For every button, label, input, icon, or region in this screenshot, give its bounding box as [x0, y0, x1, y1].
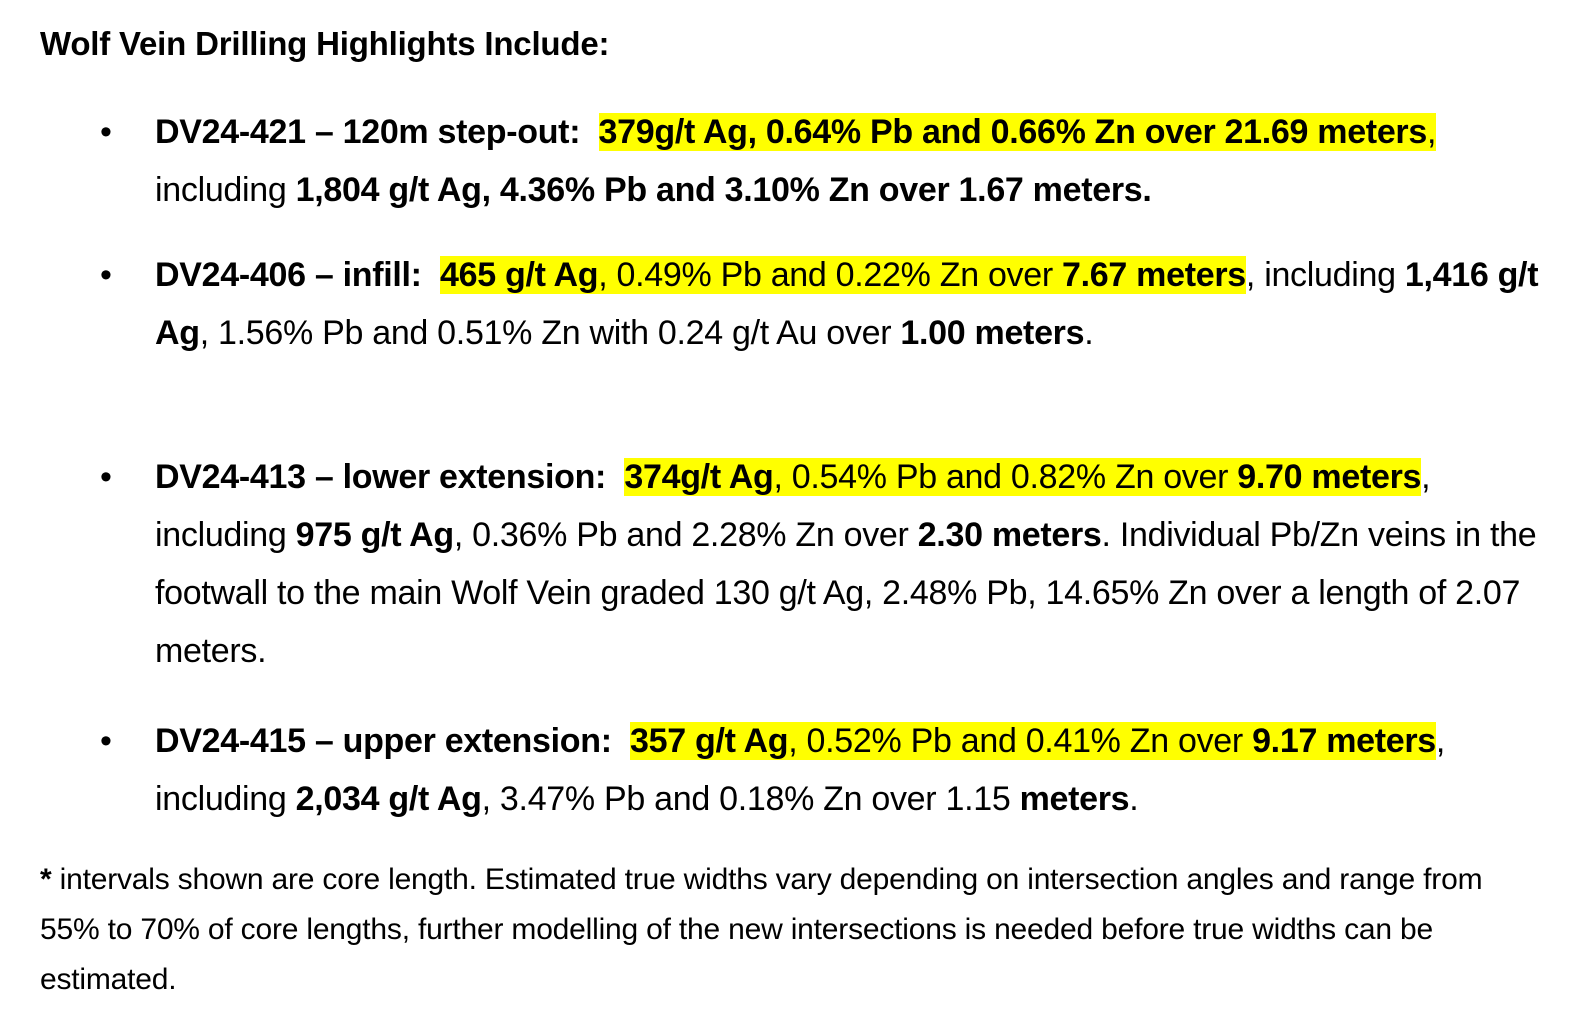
- bullet-icon: •: [100, 722, 112, 760]
- item-end: .: [1129, 780, 1139, 818]
- including-text: including: [155, 780, 296, 818]
- including-length: 1.00 meters: [900, 314, 1085, 352]
- including-grade: 2,034 g/t Ag: [295, 780, 482, 818]
- including-length: 2.30 meters: [917, 516, 1102, 554]
- highlighted-length: 7.67 meters: [1062, 256, 1246, 294]
- including-details: , 0.36% Pb and 2.28% Zn over: [453, 516, 918, 554]
- section-heading: Wolf Vein Drilling Highlights Include:: [40, 25, 610, 62]
- highlight-item-dv24-415: • DV24-415 – upper extension: 357 g/t Ag…: [100, 712, 1550, 828]
- bullet-icon: •: [100, 113, 112, 151]
- including-text: including: [1255, 256, 1405, 294]
- highlight-item-dv24-421: • DV24-421 – 120m step-out: 379g/t Ag, 0…: [100, 103, 1550, 219]
- highlight-comma: ,: [1426, 113, 1437, 151]
- after-highlight: ,: [1245, 256, 1256, 294]
- footnote: * intervals shown are core length. Estim…: [40, 855, 1540, 1005]
- highlighted-length: 9.70 meters: [1237, 458, 1422, 496]
- highlighted-grade: 465 g/t Ag: [440, 256, 599, 294]
- label-spacer: [606, 458, 624, 496]
- highlighted-grade: 357 g/t Ag: [630, 722, 789, 760]
- bullet-icon: •: [100, 256, 112, 294]
- including-grade: 975 g/t Ag: [295, 516, 455, 554]
- label-spacer: [612, 722, 630, 760]
- label-spacer: [580, 113, 598, 151]
- highlighted-result: 379g/t Ag, 0.64% Pb and 0.66% Zn over 21…: [598, 113, 1427, 151]
- including-text: including: [155, 171, 296, 209]
- including-grade: 1,416 g/t Ag: [155, 256, 1539, 352]
- highlighted-details: , 0.52% Pb and 0.41% Zn over: [788, 722, 1253, 760]
- footnote-text: intervals shown are core length. Estimat…: [40, 863, 1483, 996]
- footwall-note: Individual Pb/Zn veins in the footwall t…: [155, 516, 1537, 670]
- including-result: 1,804 g/t Ag, 4.36% Pb and 3.10% Zn over…: [295, 171, 1152, 209]
- hole-label: DV24-421 – 120m step-out:: [155, 113, 581, 151]
- highlight-item-dv24-406: • DV24-406 – infill: 465 g/t Ag, 0.49% P…: [100, 246, 1550, 362]
- including-text: including: [155, 516, 296, 554]
- footnote-star: *: [40, 863, 52, 896]
- highlighted-grade: 374g/t Ag: [624, 458, 774, 496]
- label-spacer: [422, 256, 440, 294]
- hole-label: DV24-415 – upper extension:: [155, 722, 612, 760]
- hole-label: DV24-413 – lower extension:: [155, 458, 607, 496]
- including-length: meters: [1019, 780, 1130, 818]
- highlighted-details: , 0.49% Pb and 0.22% Zn over: [598, 256, 1063, 294]
- highlighted-length: 9.17 meters: [1252, 722, 1436, 760]
- hole-label: DV24-406 – infill:: [155, 256, 422, 294]
- bullet-icon: •: [100, 458, 112, 496]
- highlighted-details: , 0.54% Pb and 0.82% Zn over: [773, 458, 1238, 496]
- item-end: .: [1101, 516, 1111, 554]
- including-details: , 3.47% Pb and 0.18% Zn over 1.15: [481, 780, 1020, 818]
- item-end: .: [1084, 314, 1094, 352]
- highlight-item-dv24-413: • DV24-413 – lower extension: 374g/t Ag,…: [100, 448, 1550, 680]
- after-highlight: ,: [1435, 722, 1446, 760]
- including-details: , 1.56% Pb and 0.51% Zn with 0.24 g/t Au…: [199, 314, 901, 352]
- after-highlight: ,: [1421, 458, 1431, 496]
